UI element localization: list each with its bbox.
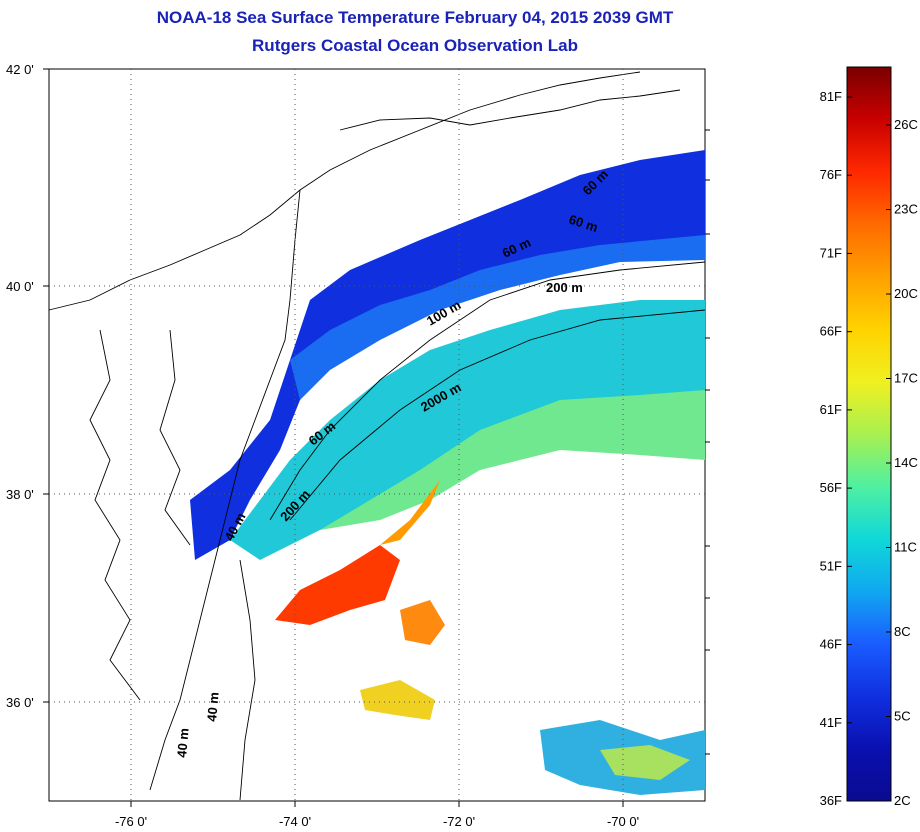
long-island [339,89,681,131]
chesapeake-shore [89,329,141,701]
lon-label-76: -76 0' [115,814,147,829]
colorbar-fahrenheit-labels: 81F 76F 71F 66F 61F 56F 51F 46F 41F 36F [820,89,842,808]
colorbar-f-label: 46F [820,637,842,652]
colorbar-c-label: 14C [894,455,918,470]
south-mixed-patch [600,745,690,780]
isobath-200m [269,261,706,521]
frame-ticks [43,68,710,807]
colorbar-c-label: 11C [894,540,917,555]
colorbar-f-label: 56F [820,480,842,495]
colorbar-c-label: 17C [894,371,918,386]
colorbar-c-label: 2C [894,793,911,808]
colorbar-ticks [847,96,891,802]
isobath-40m [239,559,256,801]
delaware-shore [159,329,191,546]
colorbar-f-label: 76F [820,167,842,182]
warm-patch-south [360,680,435,720]
contour-label-40m-south: 40 m [204,691,222,722]
lat-label-42: 42 0' [6,62,34,77]
gulf-stream-core [275,545,400,625]
sst-data-layer [190,150,705,795]
colorbar-f-label: 66F [820,324,842,339]
colorbar-f-label: 41F [820,715,842,730]
lon-label-70: -70 0' [607,814,639,829]
lat-label-36: 36 0' [6,695,34,710]
map-title: NOAA-18 Sea Surface Temperature February… [156,8,674,27]
colorbar-f-label: 51F [820,558,842,573]
colorbar-c-label: 5C [894,709,911,724]
colorbar-c-label: 8C [894,624,911,639]
colorbar-f-label: 61F [820,402,842,417]
graticule [49,69,705,801]
lat-label-38: 38 0' [6,487,34,502]
colorbar-f-label: 36F [820,793,842,808]
slope-water [230,300,705,560]
colorbar-c-label: 26C [894,117,918,132]
colorbar-f-label: 81F [820,89,842,104]
coastline-north [48,71,641,311]
coastline-east [149,189,301,791]
colorbar-c-label: 23C [894,202,918,217]
contour-label-40m-south2: 40 m [174,727,192,758]
colorbar-c-label: 20C [894,286,918,301]
contour-label-200m-ne: 200 m [546,280,583,295]
colorbar-f-label: 71F [820,245,842,260]
slope-water-warm [320,390,705,530]
colorbar [846,66,892,802]
warm-eddy [400,600,445,645]
isobath-2000m [289,309,706,521]
lat-label-40: 40 0' [6,279,34,294]
lon-label-72: -72 0' [443,814,475,829]
coastline-layer [48,71,706,801]
colorbar-celsius-labels: 26C 23C 20C 17C 14C 11C 8C 5C 2C [894,117,918,808]
lon-label-74: -74 0' [279,814,311,829]
shelf-water-mid [290,235,705,400]
map-subtitle: Rutgers Coastal Ocean Observation Lab [252,36,578,55]
